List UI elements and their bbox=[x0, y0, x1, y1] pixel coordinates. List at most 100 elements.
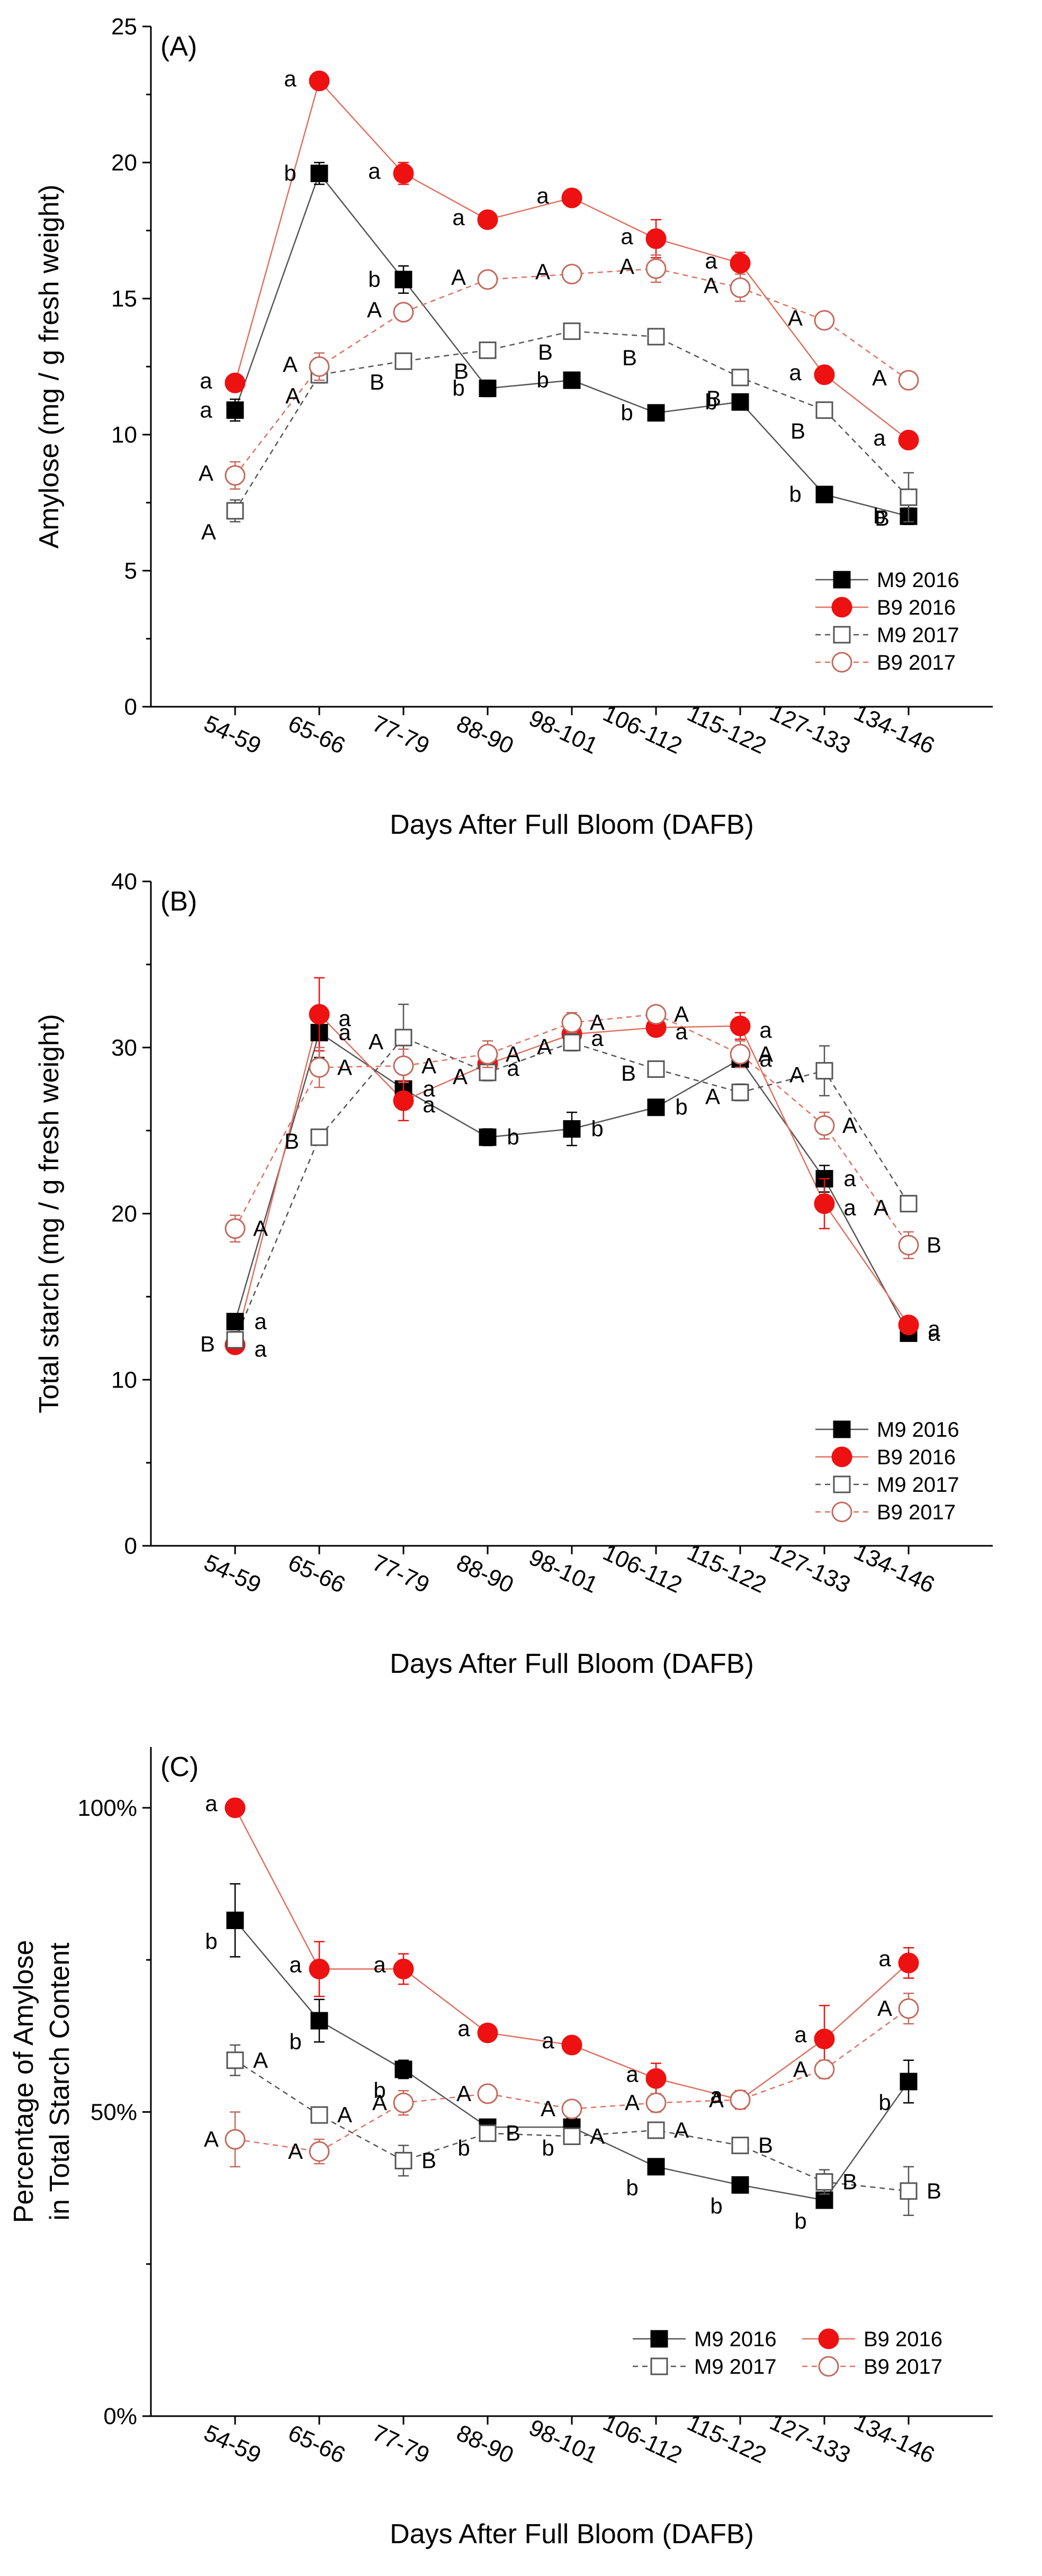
data-point-m9-2016 bbox=[900, 2073, 918, 2091]
panel-label: (A) bbox=[160, 31, 197, 62]
legend-marker-b9-2016 bbox=[818, 2328, 839, 2349]
x-tick-label: 134-146 bbox=[850, 1538, 938, 1598]
y-tick-label: 40 bbox=[111, 869, 137, 895]
legend: M9 2016 B9 2016 M9 2017 B9 2017 bbox=[815, 569, 959, 674]
x-tick-label: 54-59 bbox=[200, 710, 265, 759]
significance-letter: a bbox=[205, 1791, 218, 1816]
significance-letter: a bbox=[621, 224, 633, 249]
data-point-b9-2017 bbox=[814, 1115, 835, 1136]
data-point-m9-2016 bbox=[731, 393, 749, 411]
data-point-b9-2017 bbox=[309, 356, 330, 377]
significance-letter: a bbox=[789, 360, 802, 385]
significance-letter: b bbox=[284, 161, 296, 186]
significance-letter: a bbox=[626, 2061, 639, 2086]
data-point-b9-2017 bbox=[898, 1998, 919, 2019]
significance-letter: a bbox=[591, 1026, 604, 1051]
significance-letter: a bbox=[794, 2022, 807, 2047]
significance-letter: a bbox=[423, 1092, 435, 1117]
data-point-m9-2017 bbox=[226, 2051, 244, 2069]
legend-label-b9-2016: B9 2016 bbox=[877, 1446, 956, 1469]
x-axis-title: Days After Full Bloom (DAFB) bbox=[390, 1649, 754, 1679]
data-point-m9-2017 bbox=[731, 368, 749, 386]
significance-letter: a bbox=[254, 1336, 267, 1361]
x-axis-title: Days After Full Bloom (DAFB) bbox=[390, 2519, 754, 2550]
series-line-b9-2017 bbox=[235, 2008, 909, 2152]
y-tick-label: 100% bbox=[77, 1795, 137, 1821]
data-point-m9-2016 bbox=[731, 2176, 749, 2194]
significance-letter: A bbox=[201, 519, 216, 544]
significance-letter: A bbox=[288, 2139, 303, 2164]
legend-marker-m9-2016 bbox=[833, 1420, 851, 1438]
x-tick-label: 115-122 bbox=[683, 2410, 770, 2469]
significance-letter: A bbox=[788, 305, 803, 330]
x-axis-title: Days After Full Bloom (DAFB) bbox=[390, 809, 754, 840]
legend-marker-m9-2017 bbox=[833, 1475, 851, 1493]
legend-label-m9-2016: M9 2016 bbox=[877, 1418, 959, 1442]
y-tick-label: 15 bbox=[111, 286, 137, 312]
legend-label-m9-2016: M9 2016 bbox=[877, 569, 959, 592]
significance-letter: a bbox=[200, 398, 212, 422]
significance-letter: A bbox=[535, 259, 550, 284]
significance-letter: b bbox=[710, 2193, 722, 2218]
legend-marker-m9-2016 bbox=[650, 2330, 668, 2348]
significance-letter: a bbox=[759, 1047, 772, 1071]
significance-letter: A bbox=[253, 2048, 268, 2073]
x-tick-label: 127-133 bbox=[766, 699, 854, 759]
legend-label-b9-2017: B9 2017 bbox=[877, 1501, 956, 1524]
significance-letter: A bbox=[506, 1041, 520, 1066]
data-point-b9-2017 bbox=[309, 1057, 330, 1078]
significance-letter: B bbox=[791, 419, 805, 444]
data-point-m9-2016 bbox=[226, 1312, 244, 1330]
legend-label-m9-2016: M9 2016 bbox=[694, 2328, 777, 2351]
x-tick-label: 88-90 bbox=[453, 1550, 518, 1598]
legend-marker-m9-2017 bbox=[650, 2357, 668, 2375]
significance-letter: a bbox=[373, 1952, 386, 1977]
data-point-m9-2017 bbox=[647, 328, 665, 346]
x-tick-label: 77-79 bbox=[369, 710, 434, 759]
data-point-m9-2016 bbox=[226, 1911, 244, 1929]
data-point-b9-2017 bbox=[814, 310, 835, 331]
significance-letter: a bbox=[878, 1946, 891, 1971]
data-point-b9-2017 bbox=[309, 2141, 330, 2162]
data-point-m9-2017 bbox=[731, 2137, 749, 2155]
data-point-m9-2016 bbox=[394, 271, 412, 289]
y-axis-title: Percentage of Amylose bbox=[8, 1940, 39, 2223]
x-tick-label: 106-112 bbox=[599, 700, 686, 759]
data-point-m9-2017 bbox=[563, 322, 581, 340]
data-point-m9-2017 bbox=[563, 1033, 581, 1051]
legend-marker-b9-2017 bbox=[831, 652, 852, 673]
series-line-b9-2016 bbox=[234, 1807, 909, 2101]
panel-a-amylose-chart: 0 5 10 15 20 25 54-59 65-66 77-79 88-90 98-101106-… bbox=[34, 14, 993, 840]
data-point-b9-2016 bbox=[814, 2029, 835, 2050]
data-point-b9-2017 bbox=[393, 302, 414, 323]
legend-label-b9-2016: B9 2016 bbox=[864, 2328, 942, 2351]
significance-letter: a bbox=[423, 1076, 435, 1101]
significance-letter: a bbox=[368, 159, 381, 184]
significance-letter: A bbox=[619, 254, 634, 278]
significance-letter: b bbox=[878, 2090, 891, 2115]
x-tick-label: 65-66 bbox=[284, 710, 349, 759]
data-point-b9-2016 bbox=[393, 1958, 414, 1979]
panel-b-total-starch-chart: 0 10 20 30 40 54-59 65-66 77-79 88-90 98-101106-1… bbox=[34, 869, 993, 1679]
y-tick-label: 0 bbox=[124, 694, 137, 720]
data-point-b9-2016 bbox=[309, 1958, 330, 1979]
legend: M9 2016 B9 2016 M9 2017 B9 2017 bbox=[633, 2328, 942, 2379]
significance-letter: B bbox=[622, 345, 637, 370]
significance-letter: a bbox=[873, 425, 886, 450]
data-point-b9-2016 bbox=[224, 1797, 246, 1818]
data-point-b9-2017 bbox=[645, 1004, 667, 1025]
data-point-b9-2016 bbox=[309, 70, 330, 92]
data-point-m9-2017 bbox=[731, 1083, 749, 1101]
legend-marker-b9-2017 bbox=[831, 1501, 852, 1523]
significance-letter: b bbox=[705, 389, 717, 414]
significance-letter: A bbox=[705, 1084, 720, 1109]
data-point-b9-2016 bbox=[477, 2022, 498, 2043]
panel-label: (B) bbox=[160, 886, 197, 917]
data-point-b9-2017 bbox=[645, 258, 667, 279]
data-point-b9-2017 bbox=[898, 1235, 919, 1256]
data-point-b9-2017 bbox=[730, 277, 751, 298]
significance-letter: b bbox=[507, 1124, 519, 1149]
data-point-m9-2017 bbox=[815, 2173, 833, 2191]
data-point-m9-2016 bbox=[479, 1128, 497, 1146]
significance-letter: A bbox=[674, 1002, 689, 1026]
